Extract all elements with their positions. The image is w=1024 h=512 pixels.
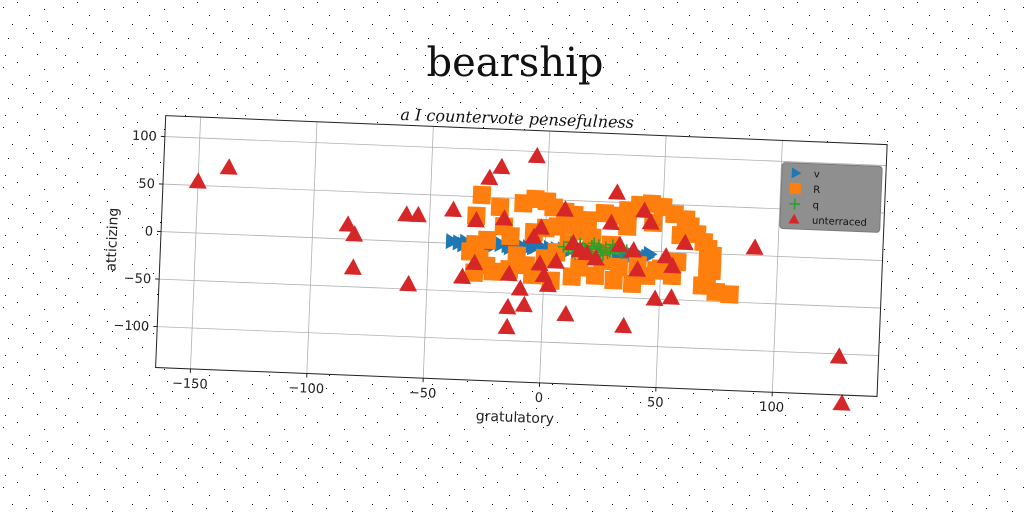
data-point (555, 200, 574, 217)
data-point (745, 238, 764, 255)
x-grid-line (190, 117, 202, 369)
data-point (397, 205, 416, 222)
legend: vRq unterraced (779, 162, 883, 233)
data-point (465, 253, 484, 271)
data-point (399, 274, 418, 292)
data-point (345, 225, 364, 242)
plot-frame (155, 115, 888, 397)
x-tick-label: −100 (288, 381, 324, 397)
data-point (480, 168, 499, 186)
data-point (466, 211, 485, 228)
legend-box (779, 162, 883, 233)
data-point (507, 246, 527, 265)
y-tick-label: 0 (144, 224, 153, 239)
data-point (675, 233, 694, 251)
legend-marker (789, 182, 802, 195)
data-point (832, 394, 851, 411)
data-point (514, 295, 533, 313)
data-point (483, 262, 503, 281)
legend-marker (791, 167, 802, 179)
data-point (618, 217, 637, 236)
data-point (527, 146, 546, 164)
x-grid-line (306, 121, 318, 374)
data-point (546, 252, 565, 269)
data-point (492, 157, 511, 175)
data-point (661, 288, 680, 305)
data-point (656, 247, 675, 264)
data-point (622, 274, 642, 294)
x-tick-label: 50 (647, 395, 664, 411)
data-point (498, 297, 517, 315)
x-grid-line (771, 140, 783, 393)
chart-title: bearship (427, 40, 604, 86)
legend-label: q (812, 200, 819, 211)
data-point (635, 201, 654, 219)
data-point (588, 237, 601, 250)
x-tick-label: −50 (409, 386, 437, 402)
data-point (601, 213, 620, 231)
y-axis-label: atticizing (103, 207, 122, 272)
data-point (343, 258, 362, 275)
data-point (219, 158, 238, 175)
data-point (494, 209, 513, 226)
legend-marker (788, 213, 800, 224)
y-tick-label: −50 (123, 271, 151, 287)
y-tick-label: 50 (138, 177, 155, 193)
legend-label: R (813, 185, 820, 196)
legend-marker (789, 198, 801, 210)
y-tick-label: −100 (113, 318, 149, 334)
data-point (585, 266, 605, 286)
y-grid-line (157, 326, 879, 356)
data-point (499, 264, 518, 282)
data-marks (188, 146, 851, 411)
x-grid-line (422, 126, 434, 379)
data-point (614, 316, 633, 334)
data-point (510, 279, 529, 296)
x-tick-label: 100 (759, 400, 784, 416)
data-point (497, 317, 516, 335)
x-axis-label: gratulatory (475, 408, 554, 427)
data-point (829, 347, 848, 364)
data-point (188, 172, 207, 189)
legend-label: v (814, 169, 820, 180)
data-point (607, 183, 626, 200)
data-point (663, 256, 682, 274)
data-point (577, 243, 596, 261)
series-unterraced (188, 146, 851, 411)
data-point (556, 305, 575, 322)
data-point (604, 270, 623, 290)
x-tick-label: −150 (172, 376, 208, 392)
data-point (651, 259, 671, 279)
data-point (610, 235, 629, 253)
data-point (524, 227, 543, 245)
data-point (562, 267, 582, 286)
legend-label: unterraced (812, 216, 867, 229)
y-grid-line (164, 136, 887, 166)
data-point (624, 241, 643, 258)
axis-ticks: −150 −100 −50 0 50 100 −100 −50 0 50 100 (113, 129, 784, 416)
data-point (538, 275, 557, 293)
data-point (472, 185, 492, 205)
y-tick-label: 100 (132, 129, 157, 145)
data-point (720, 285, 739, 304)
data-point (645, 289, 664, 307)
data-point (444, 200, 463, 218)
data-point (586, 249, 605, 266)
data-point (706, 282, 726, 302)
data-point (445, 233, 461, 250)
data-point (641, 213, 660, 230)
data-point (692, 276, 712, 296)
data-point (531, 218, 550, 235)
plot-area: −150 −100 −50 0 50 100 −100 −50 0 50 100 gratulato… (103, 115, 888, 427)
x-tick-label: 0 (535, 391, 544, 406)
data-point (628, 260, 647, 277)
data-point (338, 215, 357, 232)
data-point (643, 245, 658, 262)
data-point (452, 267, 471, 285)
data-point (408, 205, 427, 223)
